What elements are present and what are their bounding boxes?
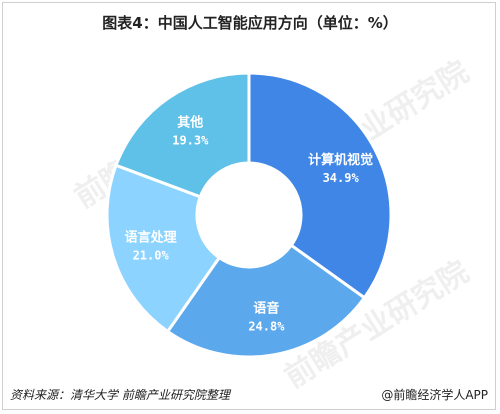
slice-label: 计算机视觉 (308, 152, 373, 168)
slice-label: 语音 (253, 301, 279, 317)
slice-label: 其他 (177, 114, 203, 130)
slice-value: 34.9% (323, 171, 360, 185)
slice-2 (105, 163, 222, 334)
copyright-note: @前瞻经济学人APP (381, 386, 488, 403)
slice-value: 21.0% (133, 249, 170, 263)
slice-1 (165, 243, 367, 359)
copyright-text: @前瞻经济学人APP (381, 388, 488, 402)
slice-label: 语言处理 (125, 230, 177, 246)
chart-frame (2, 2, 496, 410)
slice-value: 24.8% (248, 320, 285, 334)
slice-3 (114, 71, 251, 199)
chart-title: 图表4：中国人工智能应用方向（单位：%） (102, 14, 398, 32)
slice-value: 19.3% (172, 133, 209, 147)
slice-0 (247, 71, 393, 300)
source-note: 资料来源：清华大学 前瞻产业研究院整理 (10, 388, 230, 402)
